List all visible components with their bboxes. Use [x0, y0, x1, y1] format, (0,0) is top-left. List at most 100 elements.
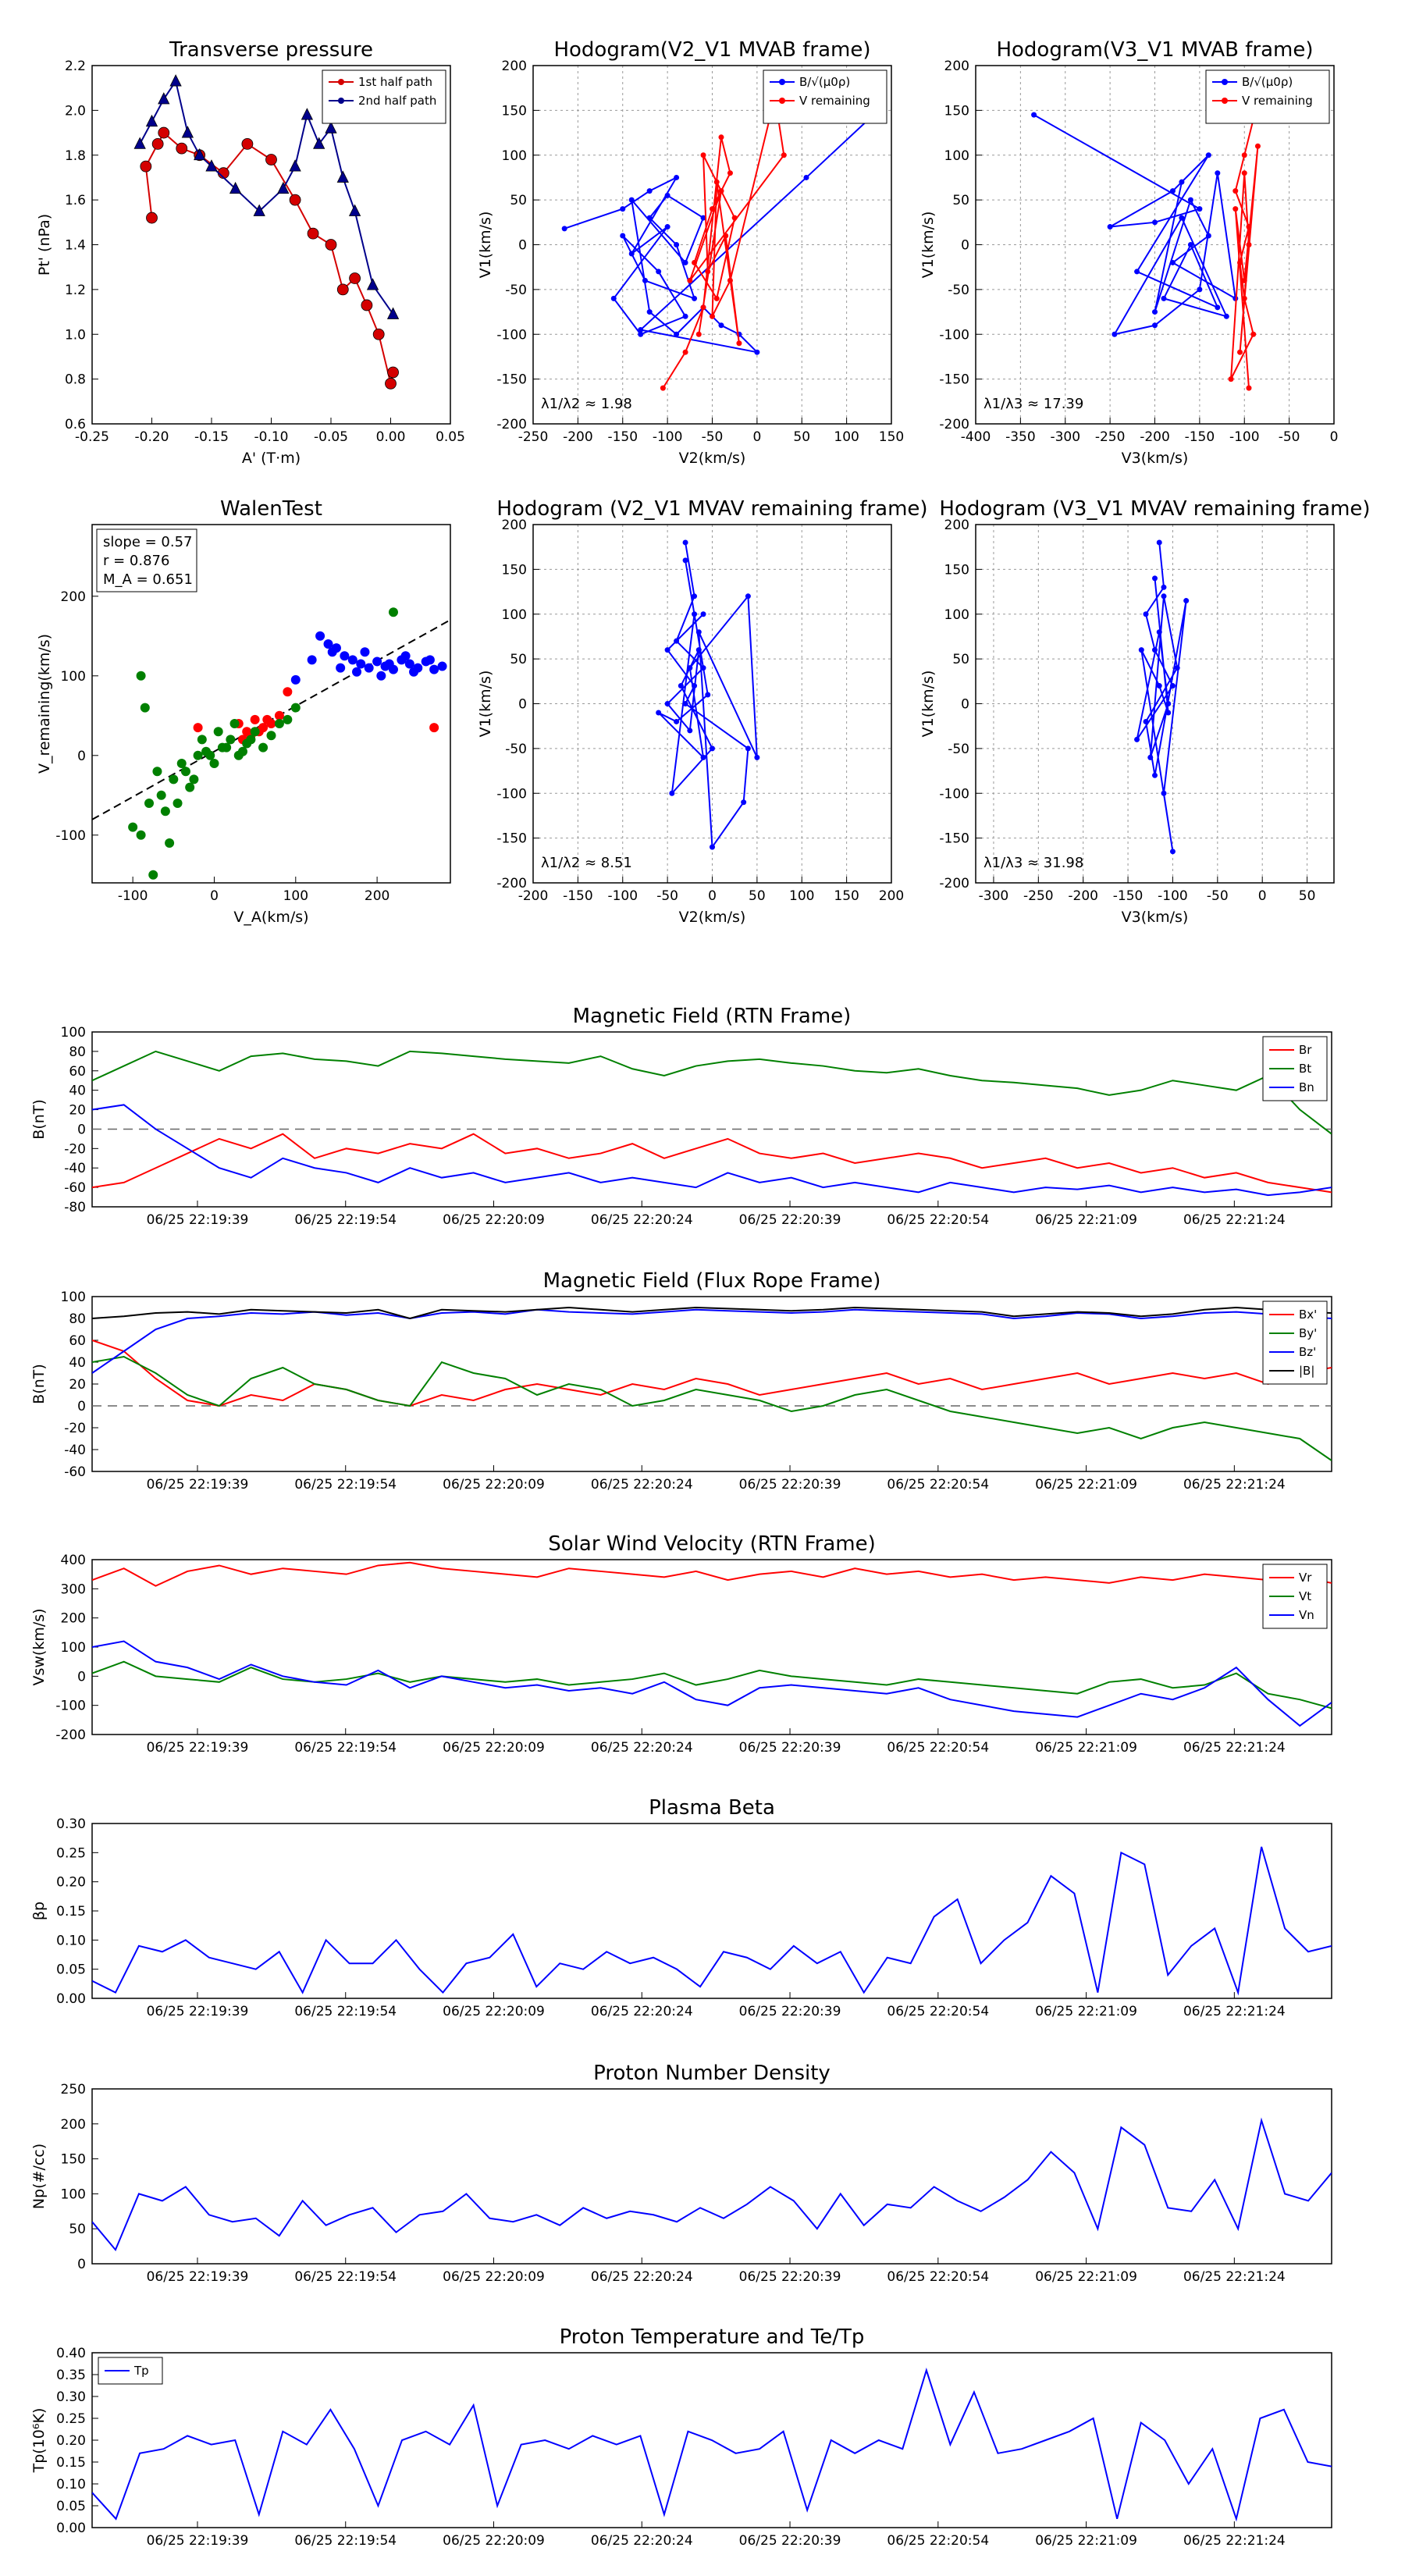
legend-label: Bz' [1299, 1345, 1316, 1359]
time-tick-label: 06/25 22:19:54 [294, 1477, 397, 1493]
time-tick-label: 06/25 22:20:24 [591, 1477, 693, 1493]
x-tick-label: 0 [752, 429, 761, 445]
data-point [1031, 112, 1037, 118]
data-point [682, 701, 688, 706]
data-point [1237, 259, 1243, 265]
y-tick-label: 0.10 [56, 1933, 86, 1948]
y-tick-label: -100 [55, 1699, 86, 1714]
legend-marker [1222, 79, 1228, 85]
y-tick-label: 60 [69, 1064, 86, 1080]
data-point [674, 718, 680, 724]
y-axis-label: B(nT) [30, 1364, 48, 1404]
y-tick-label: -60 [64, 1464, 86, 1480]
data-point [1205, 233, 1211, 239]
data-point [1147, 754, 1154, 760]
x-tick-label: 0 [210, 888, 219, 904]
data-point [347, 655, 357, 665]
y-axis-label: B(nT) [30, 1099, 48, 1140]
series-1 [133, 74, 400, 319]
time-tick-label: 06/25 22:20:09 [443, 1477, 545, 1493]
legend-box [1205, 69, 1330, 124]
data-point [336, 170, 349, 183]
data-point [325, 239, 337, 251]
data-point [1152, 322, 1158, 329]
data-point [140, 160, 152, 173]
x-tick-label: 200 [879, 888, 904, 904]
series-2 [128, 607, 398, 880]
data-point [727, 170, 733, 176]
y-tick-label: 150 [61, 2152, 86, 2168]
time-tick-label: 06/25 22:20:24 [591, 1740, 693, 1756]
x-axis-label: V3(km/s) [1122, 909, 1189, 926]
eigen-ratio-label: λ1/λ2 ≈ 1.98 [541, 396, 632, 412]
data-point [1134, 736, 1140, 742]
y-tick-label: 150 [944, 103, 969, 119]
x-tick-label: -0.15 [194, 429, 229, 445]
y-tick-label: 200 [61, 589, 86, 605]
time-tick-label: 06/25 22:21:24 [1183, 2004, 1286, 2019]
data-point [1228, 376, 1234, 382]
plot-frame [91, 1031, 1332, 1208]
y-tick-label: 50 [510, 193, 527, 208]
y-tick-label: -150 [496, 372, 527, 388]
data-point [313, 137, 325, 149]
y-tick-label: -200 [939, 876, 969, 891]
data-point [718, 188, 724, 194]
panel-walen-test: -100 0 100 200 -100 0 100 200 WalenTest V_A(km/s)… [36, 497, 451, 926]
y-tick-label: 200 [61, 1611, 86, 1627]
x-axis-label: V2(km/s) [679, 909, 746, 926]
data-point [1205, 152, 1211, 158]
y-tick-label: 0 [518, 238, 527, 254]
data-point [258, 742, 269, 753]
y-tick-label: 0.25 [56, 1845, 86, 1861]
chart-title: Proton Number Density [593, 2062, 831, 2085]
data-point [348, 204, 361, 216]
data-point [136, 671, 146, 681]
series-line [564, 114, 874, 354]
x-tick-label: -250 [1095, 429, 1126, 445]
time-tick-label: 06/25 22:21:24 [1183, 2533, 1286, 2549]
data-point [156, 790, 166, 800]
time-tick-label: 06/25 22:21:09 [1035, 1212, 1137, 1228]
legend-box [98, 2357, 163, 2385]
x-tick-label: -100 [1158, 888, 1188, 904]
y-tick-label: -100 [496, 786, 527, 802]
y-tick-label: 60 [69, 1333, 86, 1349]
x-tick-label: -100 [607, 888, 638, 904]
legend-box [763, 69, 887, 124]
legend-label: |B| [1299, 1364, 1314, 1378]
time-tick-label: 06/25 22:20:39 [739, 1212, 841, 1228]
y-tick-label: -50 [505, 283, 527, 298]
data-point [229, 181, 242, 194]
y-tick-label: 0.40 [56, 2346, 86, 2361]
x-tick-label: -150 [607, 429, 638, 445]
y-tick-label: -200 [496, 876, 527, 891]
y-tick-label: 40 [69, 1355, 86, 1371]
y-tick-label: 1.6 [65, 193, 86, 208]
y-tick-label: 0.00 [56, 2521, 86, 2536]
data-point [628, 197, 635, 203]
y-tick-label: 1.0 [65, 327, 86, 343]
series-line [144, 131, 394, 384]
y-tick-label: 0.10 [56, 2477, 86, 2492]
data-point [669, 790, 675, 796]
legend-label: Bt [1299, 1062, 1311, 1076]
data-point [1156, 629, 1162, 635]
legend-label: V remaining [1242, 94, 1313, 108]
chart-title: Hodogram (V3_V1 MVAV remaining frame) [939, 497, 1370, 521]
eigen-ratio-label: λ1/λ2 ≈ 8.51 [541, 855, 632, 871]
data-point [674, 242, 680, 247]
legend-label: Br [1299, 1043, 1312, 1057]
data-point [290, 674, 301, 685]
legend: Vr Vt Vn [1262, 1564, 1328, 1629]
data-point [205, 159, 218, 172]
data-point [133, 137, 146, 149]
data-point [372, 656, 382, 667]
data-point [682, 539, 688, 546]
y-tick-label: 0 [77, 1669, 86, 1685]
y-tick-label: -40 [64, 1161, 86, 1176]
data-point [349, 272, 361, 284]
y-tick-label: 0 [518, 697, 527, 713]
data-point [700, 665, 706, 671]
data-point [620, 206, 626, 212]
